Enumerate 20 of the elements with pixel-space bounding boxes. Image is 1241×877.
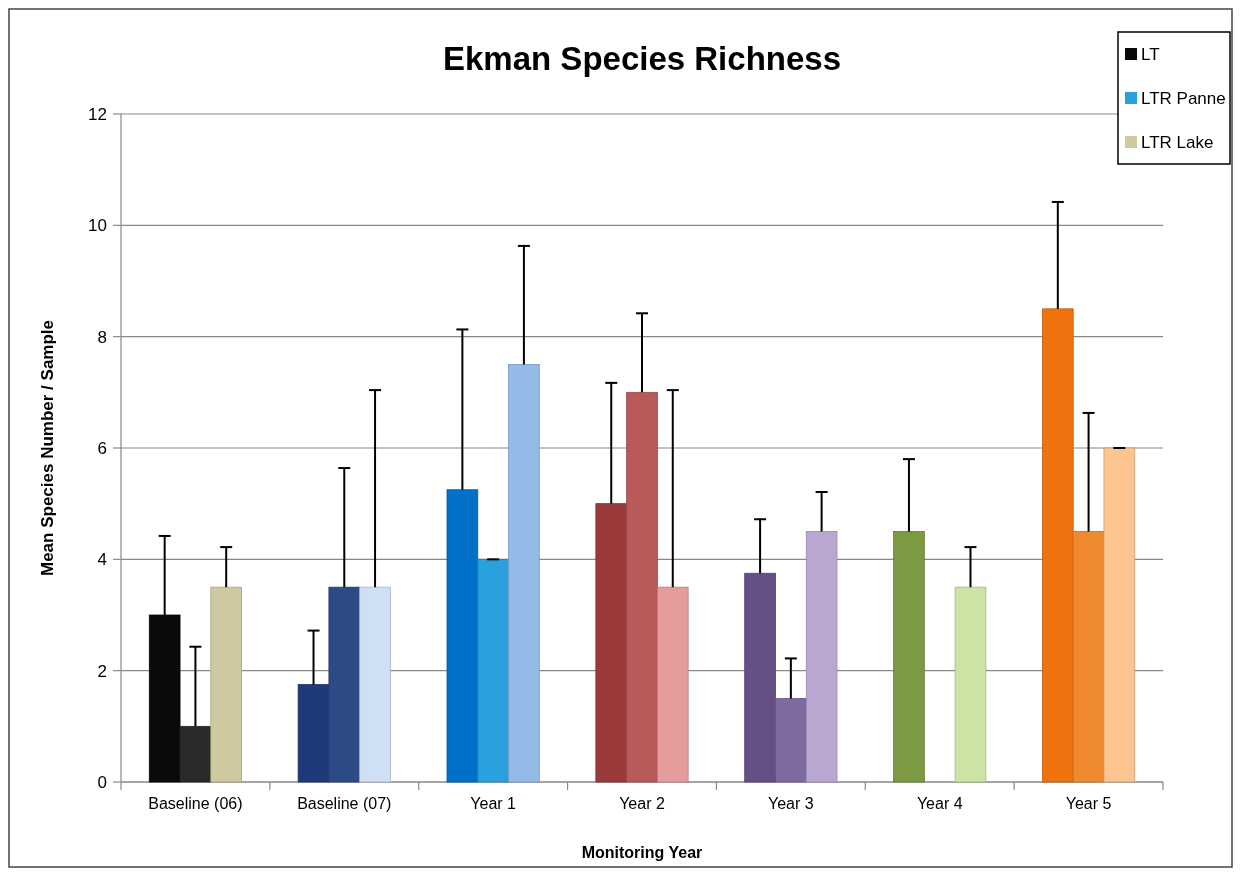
x-tick-label: Baseline (07)	[297, 795, 392, 812]
chart-title: Ekman Species Richness	[442, 40, 842, 77]
y-tick-label: 6	[97, 438, 107, 458]
x-tick-label: Baseline (06)	[148, 795, 243, 812]
y-tick-label: 8	[97, 327, 107, 347]
x-tick-label: Year 5	[1065, 795, 1112, 812]
legend-label: LT	[1141, 44, 1160, 64]
x-tick-label: Year 2	[619, 795, 665, 812]
y-tick-label: 12	[88, 104, 107, 124]
x-tick-label: Year 4	[916, 795, 963, 812]
y-tick-label: 4	[97, 550, 107, 570]
legend-label: LTR Lake	[1141, 132, 1214, 152]
x-tick-label: Year 3	[768, 795, 814, 812]
x-tick-label: Year 1	[470, 795, 517, 812]
y-axis-title: Mean Species Number / Sample	[38, 319, 57, 577]
y-tick-label: 0	[97, 772, 107, 792]
y-tick-label: 2	[97, 661, 107, 681]
x-axis-title: Monitoring Year	[581, 844, 703, 861]
legend-label: LTR Panne	[1141, 88, 1226, 108]
y-tick-label: 10	[88, 216, 107, 236]
